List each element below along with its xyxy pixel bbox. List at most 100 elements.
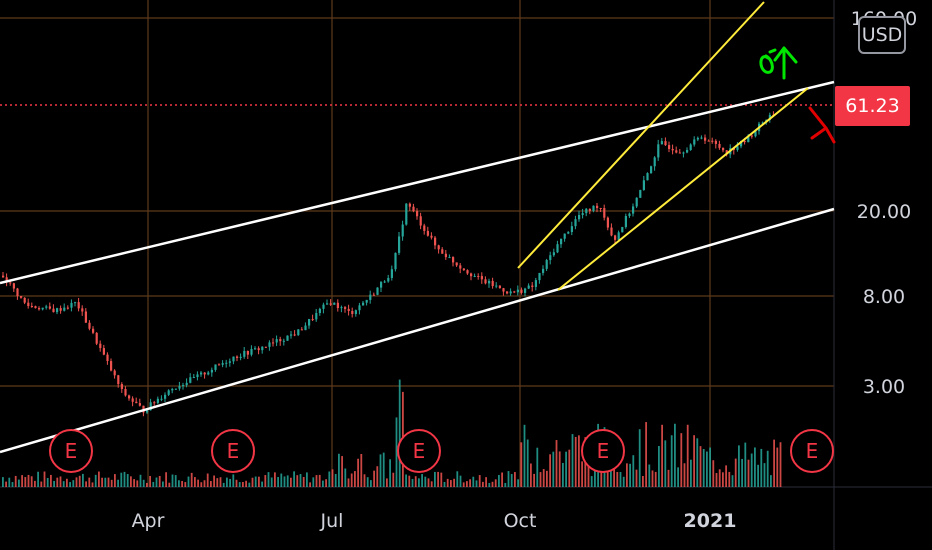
candle-body [689,144,692,151]
candle-body [484,279,487,284]
volume-bar [46,477,49,487]
candle-body [596,205,599,208]
volume-bar [552,451,555,487]
candle-body [236,356,239,358]
volume-bar [94,474,97,487]
volume-bar [168,482,171,487]
volume-bar [587,449,590,487]
candle-body [52,308,55,313]
candle-body [362,302,365,306]
volume-bar [293,471,295,487]
volume-bar [677,467,679,487]
volume-bar [133,479,135,487]
candle-body [308,319,311,326]
candle-body [232,356,235,362]
candle-body [124,389,127,396]
volume-bar [344,468,347,487]
volume-bar [85,481,87,487]
volume-bar [779,442,782,487]
volume-bar [101,477,103,487]
candle-body [45,306,48,308]
volume-bar [728,471,731,487]
candle-body [117,375,120,385]
earnings-marker: E [211,429,255,473]
candle-body [606,217,609,228]
volume-bar [670,435,673,487]
volume-bar [258,476,260,487]
volume-bars [2,379,782,487]
volume-bar [466,481,468,487]
volume-bar [309,482,311,487]
volume-bar [312,477,315,487]
candle-body [254,348,257,350]
volume-bar [27,474,30,487]
volume-bar [392,472,395,487]
candle-body [372,294,375,296]
volume-bar [638,429,641,487]
volume-bar [155,477,158,487]
volume-bar [744,442,747,487]
candle-body [516,289,519,293]
volume-bar [510,473,513,487]
volume-bar [318,474,321,487]
candle-body [542,268,545,273]
volume-bar [53,480,55,487]
volume-bar [75,477,78,487]
earnings-marker-circle [790,429,834,473]
volume-bar [120,472,123,487]
earnings-marker-circle [211,429,255,473]
volume-bar [773,439,775,487]
candle-body [401,224,404,237]
annotations [759,46,836,144]
volume-bar [405,474,407,487]
earnings-marker-circle [49,429,93,473]
candle-body [704,137,707,141]
volume-bar [472,476,475,487]
volume-bar [136,480,139,487]
volume-bar [581,461,583,487]
currency-button[interactable]: USD [858,16,906,54]
volume-bar [251,477,254,487]
candle-body [722,147,725,151]
candle-body [196,374,199,378]
volume-bar [421,474,423,487]
candle-body [747,135,750,143]
volume-bar [568,449,571,487]
candle-body [452,257,455,263]
volume-bar [178,480,180,487]
volume-bar [693,435,695,487]
volume-bar [110,479,113,487]
candle-body [149,402,152,411]
candle-body [120,384,123,390]
volume-bar [56,477,59,487]
candle-body [473,275,476,277]
volume-bar [760,448,763,487]
volume-bar [539,472,542,487]
candle-body [182,385,185,387]
candle-body [488,280,491,284]
volume-bar [651,470,654,487]
volume-bar [504,482,507,487]
candle-body [563,233,566,239]
candle-body [740,140,743,147]
candle-body [164,394,167,399]
volume-bar [424,476,427,487]
volume-bar [30,476,33,487]
y-tick-label: 8.00 [863,286,905,308]
earnings-marker-label: E [65,439,78,463]
candle-body [761,122,764,124]
volume-bar [386,478,388,487]
volume-bar [488,482,491,487]
candle-body [531,285,534,287]
candle-body [567,232,570,234]
candle-body [711,140,714,142]
volume-bar [184,482,187,487]
candle-body [624,216,627,228]
volume-bar [776,447,779,487]
candle-body [552,252,555,256]
volume-bar [69,482,71,487]
volume-bar [114,474,116,487]
candle-body [477,275,480,277]
volume-bar [485,477,487,487]
